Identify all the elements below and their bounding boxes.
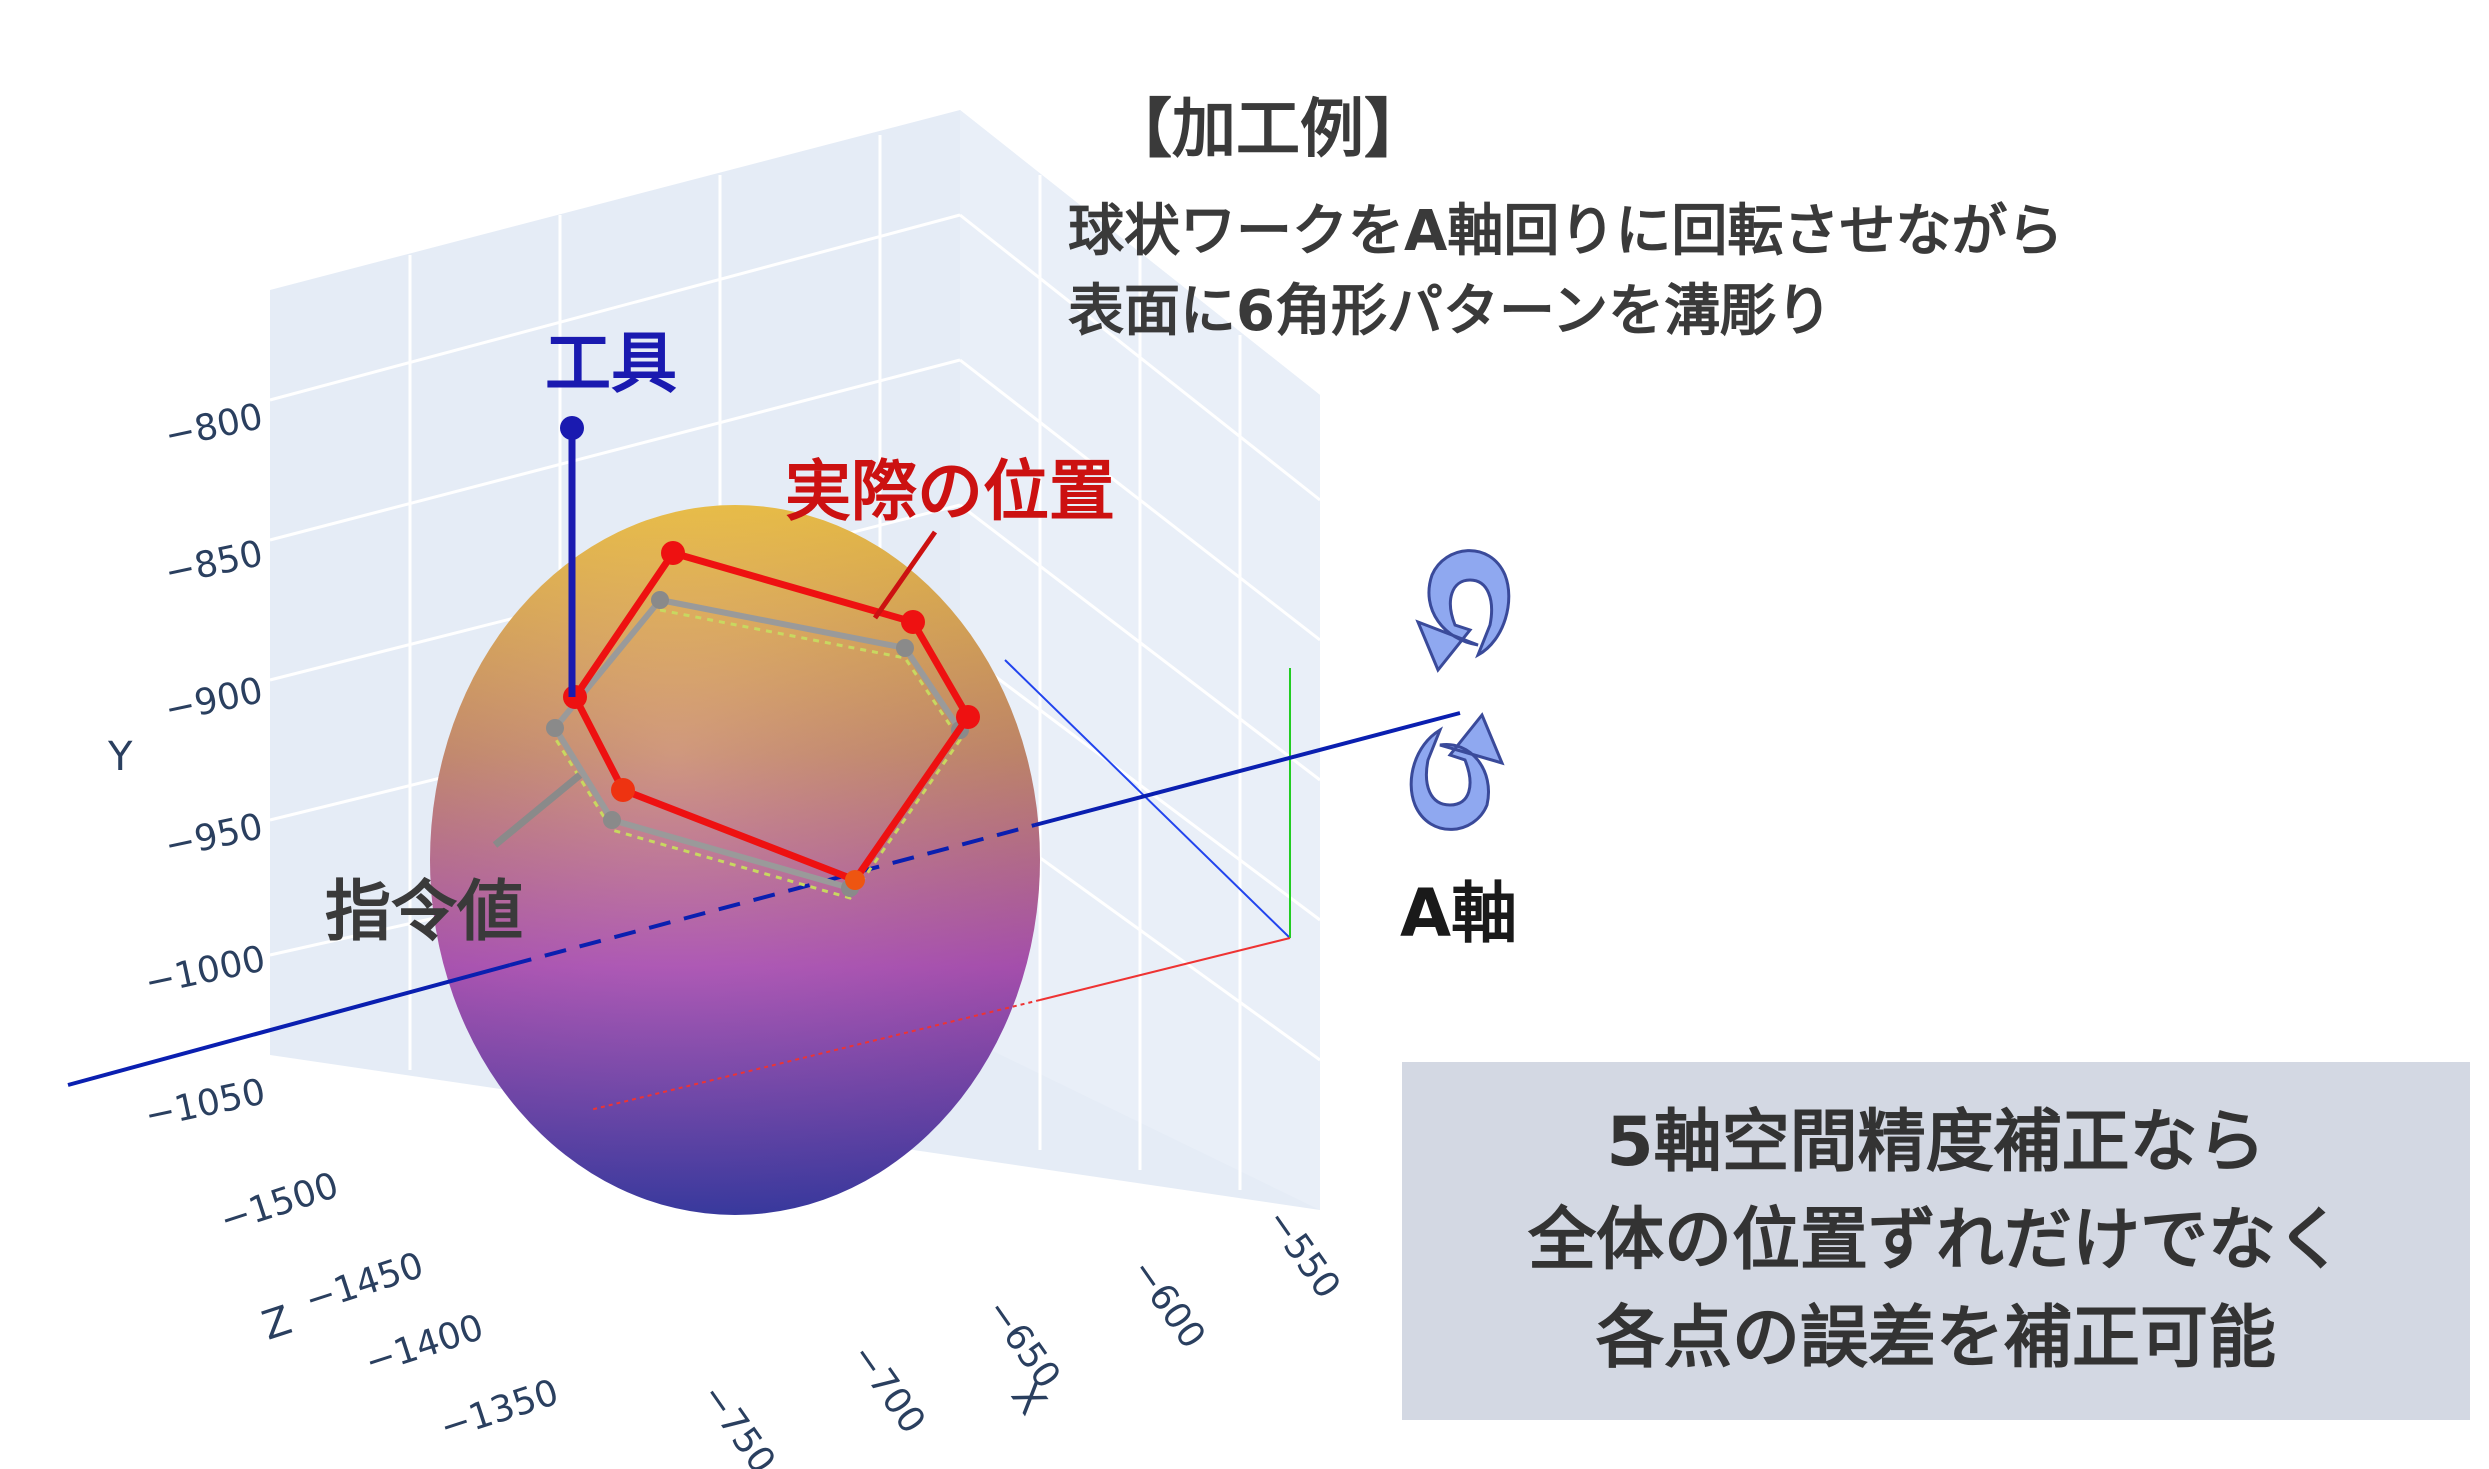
actual-point <box>845 870 865 890</box>
callout-line: 5軸空間精度補正なら <box>1606 1103 2266 1182</box>
x-tick: −750 <box>693 1377 783 1469</box>
frame-x-axis <box>1004 659 1291 939</box>
description-line: 表面に6角形パターンを溝彫り <box>1068 279 1833 344</box>
x-tick: −550 <box>1258 1202 1348 1307</box>
a-axis-line <box>67 963 511 1087</box>
frame-z-axis <box>1039 937 1291 1001</box>
rotation-arrow-icon <box>1409 549 1511 831</box>
tool-label: 工具 <box>545 325 677 402</box>
z-tick: −1450 <box>300 1245 428 1322</box>
y-tick: −1000 <box>141 938 269 1003</box>
tool-tip <box>560 416 584 440</box>
z-axis-title: Z <box>257 1297 297 1349</box>
frame-z-axis-hidden <box>589 999 1041 1111</box>
description-line: 球状ワークをA軸回りに回転させながら <box>1068 199 2064 264</box>
callout-line: 各点の誤差を補正可能 <box>1595 1299 2276 1378</box>
a-axis-line-front <box>1034 711 1461 827</box>
y-tick: −900 <box>161 670 266 731</box>
actual-position-label: 実際の位置 <box>785 453 1115 530</box>
z-tick: −1400 <box>360 1307 488 1384</box>
y-axis-title: Y <box>107 734 133 780</box>
command-point <box>896 639 914 657</box>
actual-leader <box>872 530 938 620</box>
actual-point <box>661 541 685 565</box>
example-heading: 【加工例】 <box>1108 93 1428 167</box>
command-point <box>651 591 669 609</box>
z-tick: −1500 <box>215 1165 343 1242</box>
example-description: 球状ワークをA軸回りに回転させながら 表面に6角形パターンを溝彫り <box>1068 192 2368 352</box>
actual-point <box>611 778 635 802</box>
actual-point <box>956 705 980 729</box>
x-tick: −600 <box>1123 1252 1213 1357</box>
z-tick: −1350 <box>435 1372 563 1449</box>
y-tick: −850 <box>161 533 266 594</box>
callout-box: 5軸空間精度補正なら 全体の位置ずれだけでなく 各点の誤差を補正可能 <box>1402 1062 2470 1420</box>
y-tick: −1050 <box>141 1071 269 1136</box>
a-axis-line-hidden <box>509 823 1036 967</box>
command-point <box>603 811 621 829</box>
actual-point <box>901 610 925 634</box>
a-axis-label: A軸 <box>1400 875 1518 952</box>
y-tick: −800 <box>161 396 266 457</box>
y-tick: −950 <box>161 806 266 867</box>
command-point <box>546 719 564 737</box>
command-leader <box>492 772 583 848</box>
command-value-label: 指令値 <box>325 873 523 950</box>
callout-line: 全体の位置ずれだけでなく <box>1527 1201 2344 1280</box>
x-tick: −650 <box>978 1292 1068 1397</box>
actual-path <box>563 541 980 890</box>
x-tick: −700 <box>843 1337 933 1442</box>
